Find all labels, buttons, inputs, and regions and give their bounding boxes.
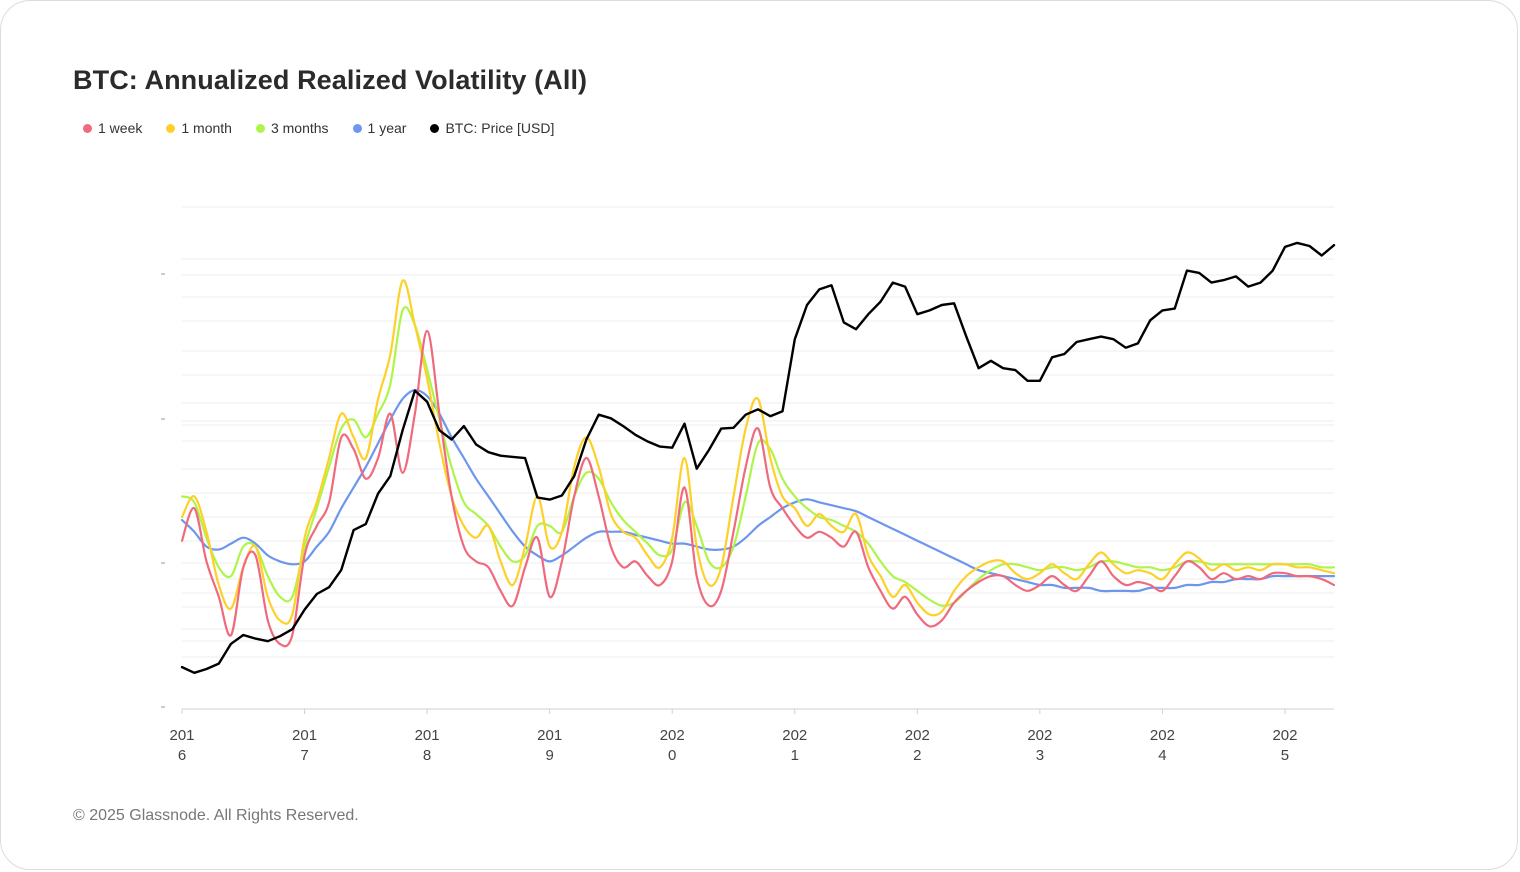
x-tick-label-bottom: 5 xyxy=(1281,747,1289,764)
x-axis: 201 6 201 7 201 8 201 9 202 0 202 1 202 2 202 3 202 4 202 5 xyxy=(169,708,1334,764)
x-tick-label-top: 201 xyxy=(292,727,317,744)
x-tick-label-top: 202 xyxy=(1150,727,1175,744)
x-tick-label-top: 202 xyxy=(1027,727,1052,744)
series-line-week[interactable] xyxy=(180,329,1336,648)
copyright-footer: © 2025 Glassnode. All Rights Reserved. xyxy=(73,807,359,824)
x-tick-label-top: 202 xyxy=(1272,727,1297,744)
series-line-month[interactable] xyxy=(180,279,1336,625)
legend-dot-icon xyxy=(83,123,92,133)
x-tick-label-bottom: 8 xyxy=(423,747,431,764)
x-tick-label-bottom: 2 xyxy=(913,747,921,764)
legend-dot-icon xyxy=(166,123,176,133)
series-line-year[interactable] xyxy=(180,388,1336,593)
legend-label: 3 months xyxy=(270,120,329,136)
legend-label: BTC: Price [USD] xyxy=(445,120,555,136)
x-tick-label-top: 202 xyxy=(660,727,685,744)
x-tick-label-top: 201 xyxy=(169,727,194,744)
legend-dot-icon xyxy=(352,123,362,133)
legend-item-1-week[interactable]: 1 week xyxy=(83,120,142,136)
legend-dot-icon xyxy=(255,123,265,133)
legend-dot-icon xyxy=(430,123,440,133)
series-lines xyxy=(180,241,1336,674)
x-tick-label-bottom: 4 xyxy=(1158,747,1166,764)
x-tick-label-top: 201 xyxy=(415,727,440,744)
x-tick-label-top: 201 xyxy=(537,727,562,744)
grid-lines xyxy=(161,206,1334,708)
chart-title: BTC: Annualized Realized Volatility (All… xyxy=(73,65,588,95)
series-line-price[interactable] xyxy=(180,241,1336,674)
legend-item-btc-price[interactable]: BTC: Price [USD] xyxy=(430,120,554,136)
x-tick-label-bottom: 1 xyxy=(791,747,799,764)
legend-item-1-month[interactable]: 1 month xyxy=(166,120,232,136)
legend-label: 1 month xyxy=(181,120,232,136)
legend: 1 week 1 month 3 months 1 year BTC: Pric… xyxy=(83,120,554,136)
x-tick-label-bottom: 0 xyxy=(668,747,676,764)
x-tick-label-bottom: 9 xyxy=(545,747,553,764)
x-tick-label-bottom: 3 xyxy=(1036,747,1044,764)
legend-label: 1 year xyxy=(367,120,407,136)
volatility-chart[interactable]: 201 6 201 7 201 8 201 9 202 0 202 1 202 2 202 3 202 4 202 5 xyxy=(1,1,1519,801)
legend-item-3-months[interactable]: 3 months xyxy=(255,120,329,136)
legend-item-1-year[interactable]: 1 year xyxy=(352,120,407,136)
x-tick-label-top: 202 xyxy=(782,727,807,744)
x-tick-label-bottom: 7 xyxy=(300,747,308,764)
series-line-three-months[interactable] xyxy=(180,306,1336,607)
x-tick-label-top: 202 xyxy=(905,727,930,744)
legend-label: 1 week xyxy=(98,120,143,136)
x-tick-label-bottom: 6 xyxy=(178,747,186,764)
